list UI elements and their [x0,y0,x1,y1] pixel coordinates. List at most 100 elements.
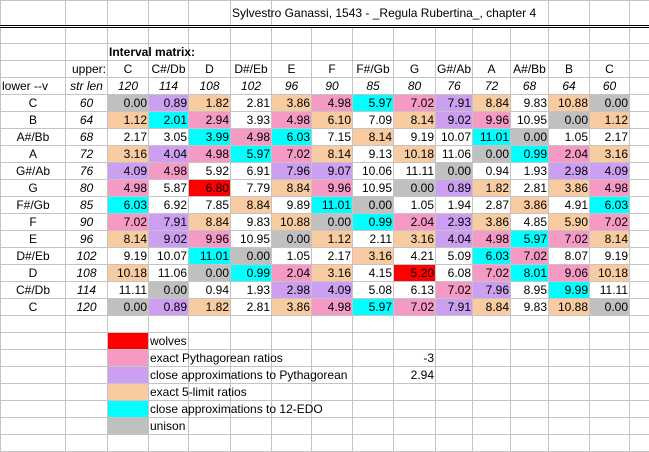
cell[interactable] [511,27,549,44]
cell[interactable] [473,435,511,452]
column-length-header[interactable]: 90 [312,78,353,95]
cell[interactable] [630,27,649,44]
cell[interactable] [511,384,549,401]
legend-label[interactable]: exact Pythagorean ratios [149,350,189,367]
interval-cell[interactable]: 7.96 [473,282,511,299]
cell[interactable] [511,367,549,384]
interval-cell[interactable]: 2.81 [231,95,272,112]
interval-cell[interactable]: 0.89 [149,299,189,316]
cell[interactable] [436,367,473,384]
interval-cell[interactable]: 11.01 [312,197,353,214]
interval-cell[interactable]: 11.11 [108,282,149,299]
cell[interactable] [312,333,353,350]
legend-label[interactable]: close approximations to Pythagorean [149,367,189,384]
interval-cell[interactable]: 9.19 [394,129,436,146]
interval-cell[interactable]: 7.79 [231,180,272,197]
interval-cell[interactable]: 11.01 [473,129,511,146]
interval-cell[interactable]: 9.06 [549,265,590,282]
row-length-label[interactable]: 76 [66,163,108,180]
cell[interactable] [231,435,272,452]
cell[interactable] [630,129,649,146]
interval-cell[interactable]: 8.01 [511,265,549,282]
interval-cell[interactable]: 0.00 [394,180,436,197]
interval-cell[interactable]: 6.08 [436,265,473,282]
interval-cell[interactable]: 1.05 [272,248,312,265]
cell[interactable] [353,350,394,367]
interval-cell[interactable]: 0.89 [436,180,473,197]
cell[interactable] [353,418,394,435]
interval-cell[interactable]: 2.94 [189,112,231,129]
column-length-header[interactable]: 120 [108,78,149,95]
column-note-header[interactable]: C [108,61,149,78]
interval-cell[interactable]: 0.00 [436,163,473,180]
interval-cell[interactable]: 4.04 [436,231,473,248]
cell[interactable] [630,248,649,265]
interval-cell[interactable]: 6.92 [149,197,189,214]
interval-cell[interactable]: 9.02 [436,112,473,129]
interval-cell[interactable]: 5.97 [353,95,394,112]
interval-cell[interactable]: 3.16 [394,231,436,248]
lower-label[interactable]: lower --v [1,78,66,95]
cell[interactable] [590,384,630,401]
cell[interactable] [590,401,630,418]
cell[interactable] [473,44,511,61]
cell[interactable] [590,333,630,350]
interval-cell[interactable]: 0.00 [590,95,630,112]
interval-cell[interactable]: 3.99 [189,129,231,146]
interval-cell[interactable]: 1.12 [108,112,149,129]
cell[interactable] [189,27,231,44]
interval-cell[interactable]: 3.16 [353,248,394,265]
cell[interactable] [108,316,149,333]
cell[interactable] [149,1,189,27]
interval-cell[interactable]: 1.05 [394,197,436,214]
cell[interactable] [1,61,66,78]
interval-cell[interactable]: 1.93 [231,282,272,299]
cell[interactable] [473,316,511,333]
interval-cell[interactable]: 9.19 [108,248,149,265]
interval-cell[interactable]: 11.06 [436,146,473,163]
interval-cell[interactable]: 10.07 [436,129,473,146]
legend-value[interactable] [394,401,436,418]
interval-cell[interactable]: 10.95 [511,112,549,129]
interval-cell[interactable]: 4.98 [231,129,272,146]
column-length-header[interactable]: 108 [189,78,231,95]
cell[interactable] [549,350,590,367]
interval-cell[interactable]: 3.93 [231,112,272,129]
legend-label[interactable]: wolves [149,333,189,350]
cell[interactable] [630,44,649,61]
cell[interactable] [394,44,436,61]
interval-cell[interactable]: 11.01 [189,248,231,265]
legend-value[interactable] [394,384,436,401]
row-note-label[interactable]: E [1,231,66,248]
cell[interactable] [590,435,630,452]
cell[interactable] [590,418,630,435]
interval-cell[interactable]: 1.82 [189,299,231,316]
cell[interactable] [630,316,649,333]
cell[interactable] [630,384,649,401]
interval-cell[interactable]: 10.95 [353,180,394,197]
interval-cell[interactable]: 8.95 [511,282,549,299]
interval-cell[interactable]: 1.82 [189,95,231,112]
legend-value[interactable]: -3 [394,350,436,367]
cell[interactable] [353,27,394,44]
interval-cell[interactable]: 7.91 [436,95,473,112]
cell[interactable] [272,418,312,435]
column-length-header[interactable]: 80 [394,78,436,95]
cell[interactable] [630,61,649,78]
cell[interactable] [436,44,473,61]
interval-cell[interactable]: 0.99 [231,265,272,282]
cell[interactable] [473,350,511,367]
interval-cell[interactable]: 10.18 [394,146,436,163]
interval-cell[interactable]: 4.21 [394,248,436,265]
interval-cell[interactable]: 8.14 [394,112,436,129]
cell[interactable] [630,95,649,112]
interval-cell[interactable]: 2.04 [549,146,590,163]
cell[interactable] [231,27,272,44]
cell[interactable] [1,1,66,27]
interval-cell[interactable]: 7.02 [394,299,436,316]
row-note-label[interactable]: C [1,95,66,112]
cell[interactable] [630,333,649,350]
interval-cell[interactable]: 8.84 [189,214,231,231]
column-note-header[interactable]: G [394,61,436,78]
row-length-label[interactable]: 120 [66,299,108,316]
